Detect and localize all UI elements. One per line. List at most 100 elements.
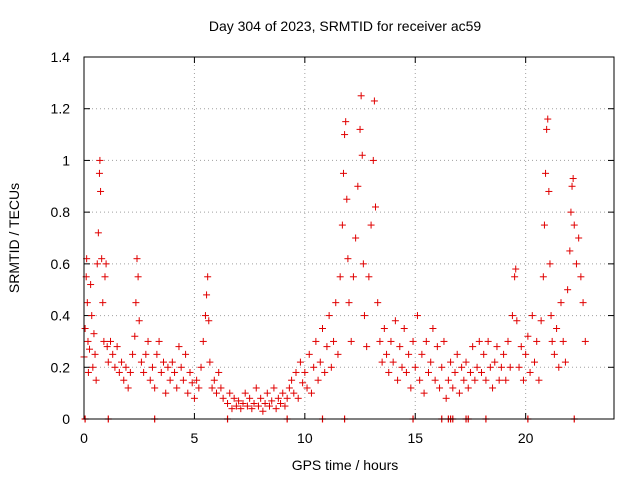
data-point (394, 376, 402, 384)
data-point (449, 384, 457, 392)
data-point (257, 394, 265, 402)
x-tick-label: 15 (407, 430, 423, 446)
data-point (568, 182, 576, 190)
data-point (151, 384, 159, 392)
data-point (451, 368, 459, 376)
data-point (358, 151, 366, 159)
data-point (378, 358, 386, 366)
data-point (400, 325, 408, 332)
data-point (330, 337, 338, 345)
plot-frame (83, 56, 615, 420)
data-point (140, 368, 148, 376)
data-point (464, 384, 472, 392)
data-point (447, 358, 455, 366)
data-point (455, 389, 463, 397)
data-point (204, 273, 212, 281)
data-point (84, 368, 92, 376)
data-point (224, 399, 232, 407)
data-point (323, 343, 331, 351)
data-point (561, 358, 569, 366)
data-point (575, 234, 583, 242)
data-point (409, 337, 417, 345)
data-point (345, 299, 353, 307)
data-point (179, 376, 187, 384)
data-point (500, 350, 508, 358)
data-point (285, 384, 293, 392)
data-point (497, 363, 505, 371)
data-point (502, 376, 510, 384)
data-point (429, 325, 437, 332)
data-point (103, 343, 111, 351)
data-point (407, 384, 415, 392)
data-point (292, 368, 300, 376)
y-tick-label: 0.4 (51, 308, 71, 324)
data-point (475, 337, 483, 345)
data-point (248, 405, 256, 413)
data-point (555, 363, 563, 371)
data-point (462, 358, 470, 366)
data-point (535, 376, 543, 384)
data-point (266, 402, 273, 410)
data-point (577, 273, 585, 281)
data-point (307, 389, 315, 397)
data-point (341, 131, 349, 139)
grid-lines (84, 57, 614, 419)
y-tick-label: 1 (62, 152, 70, 168)
data-point (118, 358, 126, 366)
data-point (182, 350, 190, 358)
x-tick-labels: 0 5 10 15 20 (80, 430, 534, 446)
data-point (193, 376, 201, 384)
data-point (539, 273, 547, 281)
data-point (570, 221, 578, 229)
data-point (219, 394, 227, 402)
data-point (101, 273, 109, 281)
data-point (111, 363, 119, 371)
data-point (540, 221, 548, 229)
data-point (99, 299, 107, 307)
data-point (314, 376, 322, 384)
data-point (547, 312, 555, 320)
data-point (122, 363, 130, 371)
data-point (312, 337, 320, 345)
data-point (343, 195, 351, 203)
data-point (120, 376, 128, 384)
data-point (321, 368, 329, 376)
data-point (357, 92, 365, 100)
data-point (205, 317, 213, 325)
data-point (422, 337, 430, 345)
data-point (471, 376, 479, 384)
data-point (201, 312, 209, 320)
data-point (515, 363, 523, 371)
data-point (365, 273, 373, 281)
data-point (107, 337, 114, 345)
data-point (517, 343, 525, 351)
data-point (359, 260, 367, 268)
data-point (184, 389, 192, 397)
data-points (80, 92, 589, 423)
data-point (213, 389, 220, 397)
data-point (272, 405, 280, 413)
data-point (90, 330, 98, 338)
data-point (334, 350, 342, 358)
data-point (303, 384, 311, 392)
data-point (484, 337, 492, 345)
data-point (94, 229, 102, 237)
data-point (528, 312, 536, 320)
data-point (398, 363, 406, 371)
data-point (277, 399, 285, 407)
data-point (511, 273, 519, 281)
data-point (413, 312, 421, 320)
data-point (506, 363, 514, 371)
data-point (369, 156, 377, 164)
data-point (327, 363, 335, 371)
data-point (188, 379, 196, 387)
data-point (290, 389, 298, 397)
data-point (553, 325, 561, 332)
data-point (270, 384, 278, 392)
data-point (177, 363, 185, 371)
data-point (493, 343, 501, 351)
data-point (263, 389, 271, 397)
data-point (283, 394, 291, 402)
data-point (217, 384, 225, 392)
data-point (95, 169, 103, 177)
